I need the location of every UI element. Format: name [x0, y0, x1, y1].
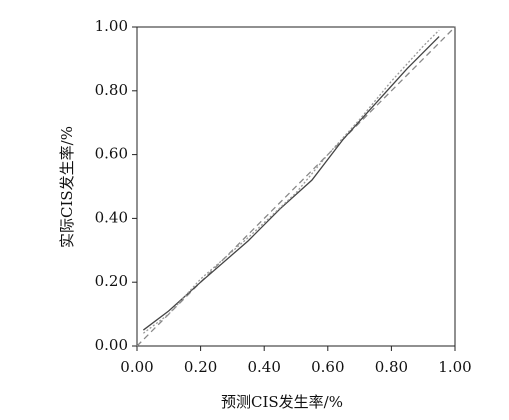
line — [136, 26, 456, 347]
x-tick-label: 0.20 — [184, 358, 217, 376]
y-tick-label: 0.00 — [95, 336, 128, 354]
y-axis-label: 实际CIS发生率/% — [58, 126, 76, 248]
x-tick-label: 0.40 — [247, 358, 280, 376]
line — [142, 29, 440, 334]
y-tick-label: 0.80 — [95, 81, 128, 99]
y-tick-label: 1.00 — [95, 17, 128, 35]
x-tick-label: 0.60 — [311, 358, 344, 376]
plot-frame — [136, 26, 456, 347]
y-tick-label: 0.40 — [95, 208, 128, 226]
line — [142, 36, 440, 331]
x-tick-label: 1.00 — [438, 358, 471, 376]
x-tick-label: 0.00 — [120, 358, 153, 376]
y-tick-label: 0.20 — [95, 272, 128, 290]
y-tick-label: 0.60 — [95, 145, 128, 163]
x-axis-label: 预测CIS发生率/% — [221, 393, 343, 411]
x-tick-label: 0.80 — [375, 358, 408, 376]
